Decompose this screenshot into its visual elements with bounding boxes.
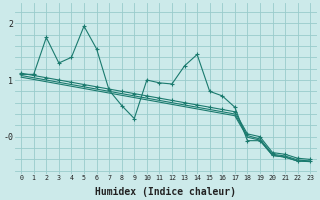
X-axis label: Humidex (Indice chaleur): Humidex (Indice chaleur): [95, 186, 236, 197]
